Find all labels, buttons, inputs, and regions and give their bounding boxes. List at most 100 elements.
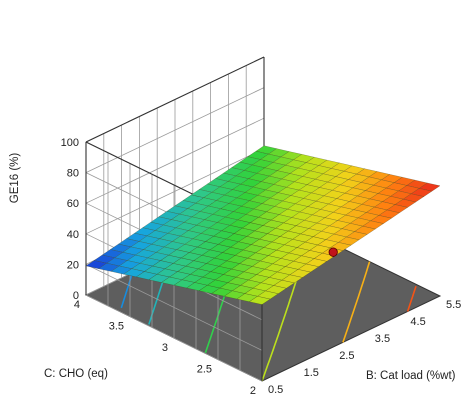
surface-cell <box>210 266 233 275</box>
surface-cell <box>303 214 326 224</box>
surface-cell <box>123 268 146 278</box>
surface-cell <box>293 176 316 185</box>
response-surface <box>85 145 441 305</box>
surface-cell <box>183 216 206 226</box>
surface-cell <box>155 246 178 256</box>
surface-cell <box>268 170 291 180</box>
surface-cell <box>277 187 300 196</box>
surface-cell <box>254 225 277 234</box>
surface-cell <box>258 233 281 243</box>
surface-cell <box>247 274 270 284</box>
x-tick-label: 0.5 <box>268 384 283 396</box>
z-tick-label: 20 <box>67 259 79 271</box>
z-tick-label: 60 <box>67 198 79 210</box>
surface-cell <box>337 236 360 246</box>
wall-grid-line <box>85 117 265 204</box>
surface-cell <box>195 197 217 207</box>
surface-cell <box>308 222 331 232</box>
surface-cell <box>299 206 322 216</box>
x-tick-label: 3.5 <box>375 333 390 345</box>
surface-cell <box>134 249 157 259</box>
z-axis-label: GE16 (%) <box>9 153 21 204</box>
surface-cell <box>214 172 237 182</box>
surface-cell <box>365 206 388 216</box>
surface-cell <box>283 239 306 248</box>
surface-cell <box>304 236 327 246</box>
surface-cell <box>238 257 261 267</box>
x-tick-label: 1.5 <box>304 367 319 379</box>
wall-grid-line <box>85 87 265 173</box>
surface-cell <box>289 269 312 278</box>
surface-cell <box>253 203 276 213</box>
surface-cell <box>406 179 429 189</box>
tick-labels: 0 20 40 60 80 100 0.5 1.5 2.5 3.5 4.5 5.5 2 2.5 3 3.5 4 <box>61 137 462 397</box>
design-point-marker <box>328 247 338 258</box>
surface-cell <box>333 228 356 238</box>
surface-cell <box>335 170 358 180</box>
surface-cell <box>289 167 312 177</box>
x-tick-label: 5.5 <box>446 299 461 311</box>
surface-cell <box>189 268 212 278</box>
surface-cell <box>264 263 287 273</box>
surface-cell <box>305 258 328 267</box>
surface-cell <box>262 219 285 229</box>
surface-cell <box>331 184 354 194</box>
frame-edge <box>85 56 265 143</box>
surface-cell <box>259 153 282 163</box>
surface-cell <box>269 192 292 202</box>
surface-cell <box>356 190 379 200</box>
surface-cell <box>159 254 182 264</box>
surface-cell <box>247 252 270 262</box>
surface-cell <box>276 164 299 174</box>
y-tick-label: 3.5 <box>109 321 124 333</box>
surface-cell <box>273 279 296 289</box>
surface-cell <box>131 263 154 272</box>
z-tick-label: 40 <box>67 229 79 241</box>
surface-cell <box>373 201 396 211</box>
surface-cell <box>281 274 304 284</box>
surface-cell <box>288 247 311 257</box>
surface-cell <box>284 260 307 270</box>
y-tick-label: 4 <box>74 299 80 311</box>
contour-line <box>342 261 371 343</box>
surface-cell <box>114 252 137 261</box>
surface-cell <box>156 268 179 278</box>
surface-cell <box>181 274 204 283</box>
y-tick-label: 3 <box>162 342 168 354</box>
surface-cell <box>126 254 149 264</box>
surface-cell <box>240 200 263 210</box>
axis-labels: GE16 (%) C: CHO (eq) B: Cat load (%wt) <box>9 153 456 382</box>
surface-cell <box>378 209 401 219</box>
surface-cell <box>171 235 194 245</box>
y-axis-label: C: CHO (eq) <box>44 368 108 380</box>
surface-cell <box>194 276 216 286</box>
surface-cell <box>257 211 280 221</box>
surface-cell <box>275 244 298 254</box>
contour-line <box>120 272 134 309</box>
surface-cell <box>292 255 315 265</box>
surface-cell <box>297 263 320 273</box>
surface-cell <box>252 282 275 292</box>
contour-line <box>406 285 417 312</box>
surface-cell <box>418 182 441 192</box>
x-axis-label: B: Cat load (%wt) <box>366 370 456 382</box>
surface-cell <box>282 195 305 205</box>
surface-cell <box>168 271 191 281</box>
wall-grid-line <box>85 264 263 351</box>
surface-cell <box>244 186 267 196</box>
surface-cell <box>264 162 287 171</box>
surface-cell <box>318 159 341 169</box>
surface-cell <box>151 260 174 270</box>
surface-cell <box>97 262 120 272</box>
z-tick-label: 100 <box>61 137 79 149</box>
surface-cell <box>259 255 282 265</box>
surface-cell <box>361 198 384 208</box>
surface-cell <box>223 290 246 300</box>
surface-cell <box>215 194 238 204</box>
surface-cell <box>377 187 400 197</box>
surface-cell <box>147 252 170 261</box>
surface-cell <box>231 183 254 193</box>
surface-cell <box>311 209 334 218</box>
